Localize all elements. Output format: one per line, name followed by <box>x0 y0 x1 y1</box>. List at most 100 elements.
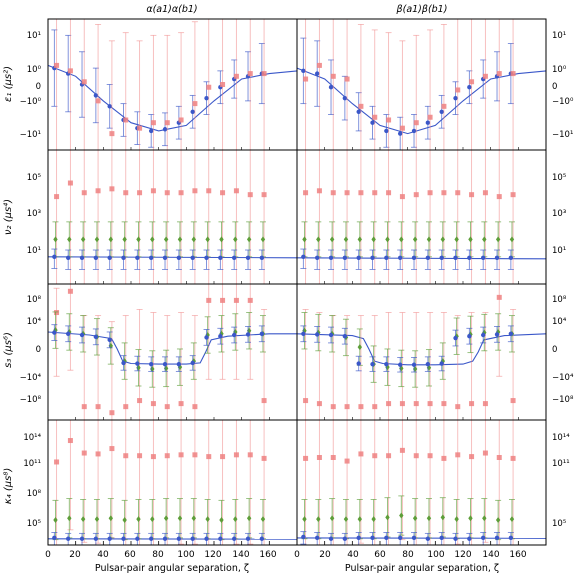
red-marker <box>344 76 350 82</box>
x-tick-label: 160 <box>509 550 526 560</box>
blue-marker <box>301 534 306 540</box>
blue-marker <box>342 334 348 339</box>
blue-marker <box>65 331 71 336</box>
red-marker <box>192 452 198 458</box>
x-tick-label: 20 <box>319 550 331 560</box>
x-tick-label: 160 <box>259 550 276 560</box>
red-marker <box>233 188 239 194</box>
row-label-kappa: κ₄ (μs⁸) <box>3 468 14 504</box>
blue-marker <box>314 71 320 76</box>
red-marker <box>192 404 198 410</box>
red-marker <box>303 398 309 404</box>
blue-marker <box>259 255 265 260</box>
y-ticks-row4: 10¹⁴ 10¹¹ 10⁸ 10⁵ 10¹⁴ 10¹¹ 10⁵ <box>23 433 570 529</box>
red-marker <box>137 453 143 459</box>
red-marker <box>220 454 226 460</box>
red-marker <box>123 117 129 123</box>
y-tick-label: 10¹ <box>552 31 566 41</box>
green-marker <box>219 236 224 243</box>
green-marker <box>53 517 58 523</box>
red-marker <box>316 455 322 460</box>
blue-marker <box>148 128 154 134</box>
blue-marker <box>93 536 99 541</box>
green-marker <box>302 516 307 523</box>
blue-marker <box>314 332 320 337</box>
x-tick-label: 0 <box>294 550 300 560</box>
red-marker <box>427 401 433 407</box>
red-marker <box>427 114 433 120</box>
green-marker <box>163 236 169 243</box>
red-marker <box>399 401 405 407</box>
y-tick-label: 10¹¹ <box>552 459 570 469</box>
green-marker <box>371 516 376 523</box>
red-marker <box>455 190 461 196</box>
red-marker <box>399 125 405 131</box>
blue-marker <box>52 535 57 541</box>
red-marker <box>386 190 392 196</box>
green-marker <box>177 364 183 371</box>
green-marker <box>482 515 487 522</box>
green-marker <box>219 330 224 337</box>
x-ticks: 0 20 40 60 80 100 120 140 160 0 20 40 60… <box>45 550 527 560</box>
red-marker <box>95 188 101 194</box>
green-marker <box>122 236 127 243</box>
blue-marker <box>397 535 403 541</box>
red-marker <box>482 401 488 407</box>
green-marker <box>136 236 141 243</box>
red-marker <box>81 79 87 85</box>
green-marker <box>233 516 238 523</box>
red-marker <box>441 401 447 407</box>
blue-marker <box>314 535 320 541</box>
red-marker <box>469 401 475 407</box>
blue-marker <box>79 332 85 338</box>
blue-marker <box>65 255 71 260</box>
green-marker <box>412 515 418 522</box>
blue-marker <box>356 361 361 366</box>
blue-marker <box>328 332 334 338</box>
blue-marker <box>467 334 472 339</box>
blue-marker <box>411 362 417 367</box>
model-curve <box>47 331 297 365</box>
blue-marker <box>162 361 168 367</box>
red-marker <box>510 398 516 404</box>
green-marker <box>136 516 141 523</box>
y-ticks-row2: 10⁵ 10³ 10¹ 10⁵ 10³ 10¹ <box>27 173 566 256</box>
blue-marker <box>356 535 361 541</box>
red-marker <box>67 180 73 186</box>
red-series <box>303 19 516 150</box>
red-marker <box>372 453 378 459</box>
green-marker <box>177 515 183 522</box>
blue-marker <box>121 255 126 260</box>
green-marker <box>150 516 155 523</box>
blue-marker <box>79 255 85 260</box>
red-marker <box>358 451 364 457</box>
blue-marker <box>135 361 140 366</box>
blue-marker <box>508 331 514 336</box>
blue-marker <box>494 332 500 337</box>
red-marker <box>413 453 419 459</box>
red-marker <box>261 192 267 198</box>
blue-marker <box>148 361 154 367</box>
blue-series <box>51 324 265 372</box>
blue-marker <box>508 535 514 541</box>
blue-marker <box>494 535 500 541</box>
y-tick-label: 10⁸ <box>27 295 42 305</box>
x-axis-title-right: Pulsar-pair angular separation, ζ <box>345 563 499 574</box>
red-marker <box>137 398 143 404</box>
green-marker <box>67 236 72 243</box>
green-marker <box>136 364 141 371</box>
blue-marker <box>453 255 458 260</box>
green-marker <box>426 236 432 243</box>
red-marker <box>178 401 184 407</box>
red-marker <box>330 73 336 79</box>
red-marker <box>206 84 212 90</box>
model-curve <box>296 67 547 135</box>
blue-marker <box>342 536 348 541</box>
model-curve <box>47 256 298 259</box>
blue-marker <box>425 120 431 125</box>
green-marker <box>94 516 100 523</box>
y-tick-label: 0 <box>36 82 41 92</box>
blue-marker <box>467 536 472 541</box>
x-axis-title-left: Pulsar-pair angular separation, ζ <box>95 563 249 574</box>
green-marker <box>329 515 335 522</box>
